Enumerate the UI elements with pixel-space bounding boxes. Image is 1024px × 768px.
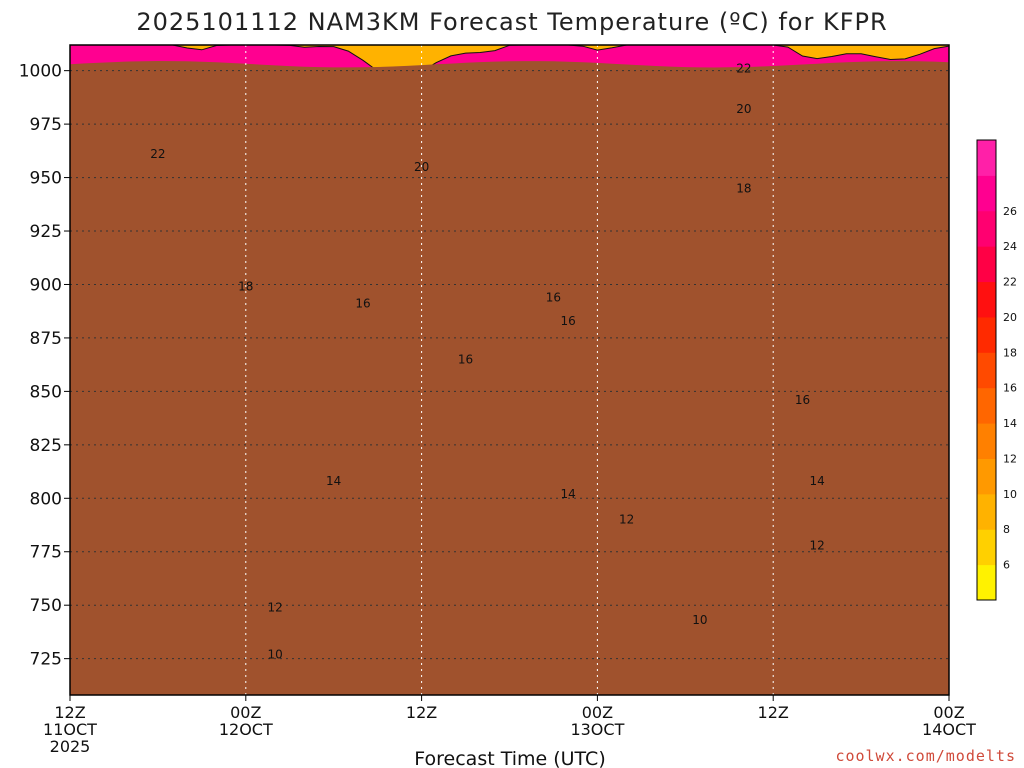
colorbar-label: 18	[1003, 346, 1017, 359]
x-tick-label: 00Z	[230, 703, 261, 722]
y-tick-label: 775	[30, 543, 62, 563]
contour-label: 10	[692, 613, 707, 627]
contour-label: 14	[326, 474, 341, 488]
plot-area: 10 10 12 12 12 14 14 14 16 16 16 16 16 18 18 20 20 22 22	[69, 44, 950, 696]
contour-label: 14	[560, 487, 575, 501]
colorbar-label: 26	[1003, 205, 1017, 218]
colorbar: 6 8 10 12 14 16 18 20 22 24 26	[976, 139, 1017, 601]
colorbar-swatch	[977, 281, 996, 318]
contour-label: 22	[736, 62, 751, 76]
x-tick-label: 13OCT	[570, 720, 624, 739]
colorbar-label: 14	[1003, 417, 1017, 430]
colorbar-label: 22	[1003, 276, 1017, 289]
y-tick-label: 725	[30, 650, 62, 670]
colorbar-swatch	[977, 140, 996, 176]
contour-label: 12	[267, 600, 282, 614]
colorbar-swatch	[977, 246, 996, 283]
chart-title: 2025101112 NAM3KM Forecast Temperature (…	[136, 8, 887, 36]
colorbar-label: 8	[1003, 523, 1010, 536]
colorbar-swatch	[977, 423, 996, 459]
contour-label: 16	[560, 314, 575, 328]
contour-label: 20	[736, 102, 751, 116]
colorbar-swatch	[977, 352, 996, 389]
colorbar-label: 10	[1003, 488, 1017, 501]
plot-frame	[69, 44, 950, 696]
x-tick-label: 12Z	[758, 703, 789, 722]
contour-label: 12	[810, 538, 825, 552]
x-tick-label: 12OCT	[219, 720, 273, 739]
contour-label: 22	[150, 147, 165, 161]
contour-label: 14	[810, 474, 825, 488]
x-tick-label: 12Z	[54, 703, 85, 722]
x-tick-label: 2025	[50, 737, 91, 756]
y-tick-label: 925	[30, 222, 62, 242]
contour-label: 12	[619, 513, 634, 527]
y-tick-label: 1000	[19, 62, 62, 82]
colorbar-label: 20	[1003, 311, 1017, 324]
contour-label: 18	[736, 181, 751, 195]
contour-label: 16	[795, 393, 810, 407]
x-tick-label: 14OCT	[922, 720, 976, 739]
colorbar-swatch	[977, 175, 996, 212]
ground-fill	[70, 61, 949, 695]
contour-label: 16	[355, 297, 370, 311]
x-tick-label: 00Z	[582, 703, 613, 722]
colorbar-label: 24	[1003, 240, 1017, 253]
y-tick-label: 900	[30, 275, 62, 295]
colorbar-swatch	[977, 210, 996, 247]
y-tick-label: 875	[30, 329, 62, 349]
colorbar-swatch	[977, 529, 996, 566]
contour-label: 18	[238, 280, 253, 294]
y-tick-label: 950	[30, 169, 62, 189]
colorbar-swatch	[977, 387, 996, 424]
colorbar-frame	[976, 139, 997, 601]
colorbar-label: 6	[1003, 559, 1010, 572]
y-tick-label: 750	[30, 596, 62, 616]
y-axis: 725 750 775 800 825 850 875 900 925 950 975 1000	[19, 62, 70, 670]
x-axis-label: Forecast Time (UTC)	[414, 748, 605, 768]
contour-label: 16	[546, 290, 561, 304]
x-tick-label: 11OCT	[43, 720, 97, 739]
credit-text: coolwx.com/modelts	[835, 747, 1016, 765]
colorbar-label: 12	[1003, 452, 1017, 465]
contour-label: 10	[267, 647, 282, 661]
colorbar-swatch	[977, 316, 996, 353]
x-tick-label: 00Z	[933, 703, 964, 722]
colorbar-label: 16	[1003, 382, 1017, 395]
colorbar-swatch	[977, 493, 996, 530]
y-tick-label: 850	[30, 382, 62, 402]
contour-label: 16	[458, 352, 473, 366]
y-tick-label: 975	[30, 115, 62, 135]
y-tick-label: 800	[30, 489, 62, 509]
ground-layer	[70, 61, 949, 695]
colorbar-swatch	[977, 564, 996, 601]
x-tick-label: 12Z	[406, 703, 437, 722]
contour-label: 20	[414, 160, 429, 174]
colorbar-swatch	[977, 458, 996, 495]
contour-labels: 10 10 12 12 12 14 14 14 16 16 16 16 16 18 18 20 20 22 22	[150, 62, 825, 662]
y-tick-label: 825	[30, 436, 62, 456]
